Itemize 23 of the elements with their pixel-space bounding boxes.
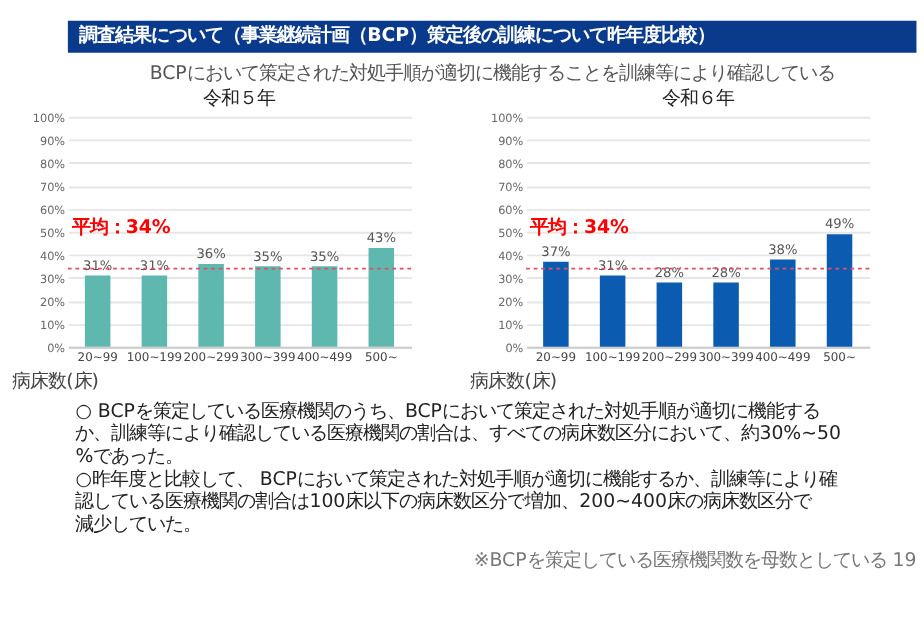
bar (543, 261, 569, 347)
bar (84, 275, 111, 347)
bar (770, 259, 796, 347)
chart-title: 令和５年 (203, 87, 276, 110)
text: 調査結果について（事業継続計画（BCP）策定後の訓練について昨年度比較） (77, 25, 716, 48)
x-axis-title: 病床数(床) (12, 371, 99, 394)
bar (656, 282, 683, 347)
bar (368, 247, 395, 347)
bar (826, 234, 853, 347)
bar (311, 266, 338, 347)
chart-title: 令和６年 (661, 87, 734, 110)
text: BCPにおいて策定された対処手順が適切に機能することを訓練等により確認している (149, 63, 835, 86)
ref-line-label: 平均：34% (69, 216, 172, 239)
text: ○ BCPを策定している医療機関のうち、BCPにおいて策定された対処手順が適切に機能するか、訓練等により確認している医療機関の割合は、すべての病床数区分において、約30%~50%であった。 (75, 400, 841, 468)
x-axis-title: 病床数(床) (470, 371, 558, 394)
text: ○昨年度と比較して、 BCPにおいて策定された対処手順が適切に機能するか、訓練等により確認している医療機関の割合は100床以下の病床数区分で増加、200~400床の病床数区分で減少していた。 (75, 468, 837, 536)
bar (255, 266, 281, 347)
bar (713, 282, 739, 347)
ref-line-label: 平均：34% (527, 216, 631, 239)
bar (141, 275, 168, 347)
text: ※BCPを策定している医療機関数を母数としている 19 (473, 549, 917, 572)
bar (599, 275, 626, 347)
bar (198, 264, 224, 347)
